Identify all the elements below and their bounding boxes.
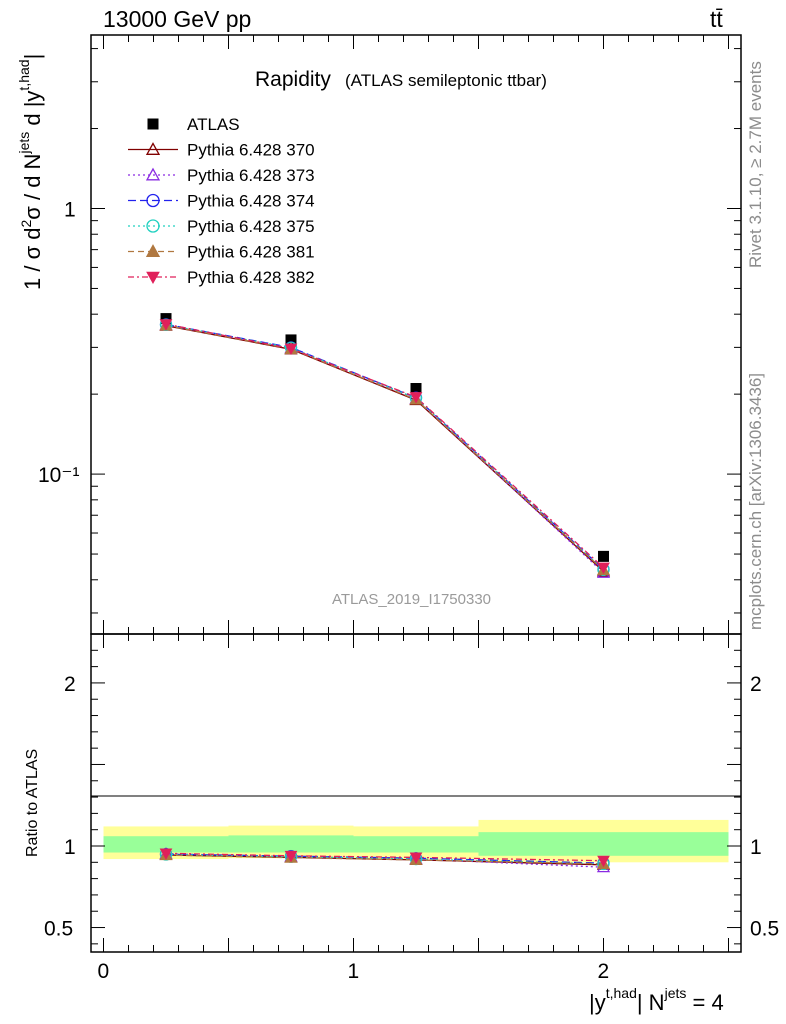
ratio-series-line (165, 852, 604, 862)
main-y-tick-label: 1 (64, 198, 76, 221)
main-series-group (159, 313, 611, 578)
ratio-y-tick-label-left: 2 (64, 673, 76, 696)
legend-marker (146, 193, 160, 208)
x-tick-label: 2 (598, 960, 610, 983)
ratio-y-tick-label-right: 0.5 (750, 918, 779, 941)
chart-subtitle: (ATLAS semileptonic ttbar) (345, 71, 547, 90)
ratio-axis-ticks: 0.5 0.5 1 1 2 2 0 1 2 (44, 634, 779, 983)
atlas-data-point (598, 550, 609, 562)
ratio-y-tick-label-left: 0.5 (44, 918, 73, 941)
ratio-panel-frame (90, 633, 742, 953)
ratio-panel: 0.5 0.5 1 1 2 2 0 1 2 (44, 633, 779, 983)
legend-marker (146, 219, 160, 233)
atlas-data-point (285, 334, 297, 346)
ratio-data-point (284, 850, 298, 863)
x-tick-label: 0 (98, 960, 110, 983)
legend-entry: Pythia 6.428 375 (187, 217, 315, 236)
ratio-y-axis-label: Ratio to ATLAS (24, 749, 41, 857)
series-line (165, 324, 604, 571)
stat-uncertainty-band (228, 835, 354, 853)
chart-title: Rapidity (255, 68, 331, 91)
process-label: tt̄ (710, 6, 723, 32)
ratio-data-point (597, 855, 610, 868)
legend-entry: Pythia 6.428 381 (187, 243, 315, 262)
legend-entry: Pythia 6.428 373 (187, 166, 315, 185)
stat-uncertainty-band (478, 832, 729, 856)
ratio-y-tick-label-right: 1 (750, 836, 762, 859)
ratio-data-point (409, 852, 423, 864)
mc-data-point (597, 562, 610, 575)
legend-entry: ATLAS (187, 115, 240, 134)
legend-entry: Pythia 6.428 370 (187, 141, 315, 160)
ratio-y-tick-label-left: 1 (64, 836, 76, 859)
series-line (165, 325, 604, 572)
legend-marker (145, 142, 161, 155)
main-panel: 10⁻¹ 1 ATLAS Pythia 6.428 370 Pythia 6.428 … (38, 34, 742, 635)
atlas-data-point (410, 383, 422, 395)
x-tick-label: 1 (348, 960, 360, 983)
ratio-y-tick-label-right: 2 (750, 673, 762, 696)
ratio-uncertainty-bands (103, 819, 729, 863)
series-line (165, 324, 604, 574)
legend-marker (147, 118, 159, 130)
series-line (165, 324, 604, 571)
legend-marker (145, 244, 161, 257)
series-line (165, 323, 604, 568)
legend-entry: Pythia 6.428 382 (187, 268, 315, 287)
series-line (165, 323, 604, 570)
legend-marker (146, 271, 160, 285)
legend: ATLAS Pythia 6.428 370 Pythia 6.428 373 Pyt… (128, 115, 315, 287)
x-axis-label: |yt,had| Njets = 4 (589, 985, 724, 1015)
mc-data-point (159, 319, 173, 331)
main-axis-ticks: 10⁻¹ 1 (38, 35, 741, 634)
stat-uncertainty-band (103, 836, 229, 853)
ratio-series-group (159, 846, 611, 873)
analysis-watermark: ATLAS_2019_I1750330 (332, 591, 491, 608)
main-y-tick-label: 10⁻¹ (38, 464, 79, 487)
mc-data-point (284, 343, 298, 356)
main-y-axis-label: 1 / σ d2σ / d Njets d |yt,had| (16, 54, 45, 290)
stat-uncertainty-band (353, 836, 479, 853)
svg-text:|yt,had| Njets = 4: |yt,had| Njets = 4 (589, 985, 724, 1015)
legend-marker (145, 167, 161, 181)
mc-data-point (409, 392, 423, 404)
legend-entry: Pythia 6.428 374 (187, 192, 315, 211)
svg-text:1 / σ d2σ / d Njets d |yt,had|: 1 / σ d2σ / d Njets d |yt,had| (16, 54, 45, 290)
ratio-data-point (159, 848, 173, 860)
energy-label: 13000 GeV pp (103, 6, 252, 32)
ratio-series-line (165, 854, 604, 865)
